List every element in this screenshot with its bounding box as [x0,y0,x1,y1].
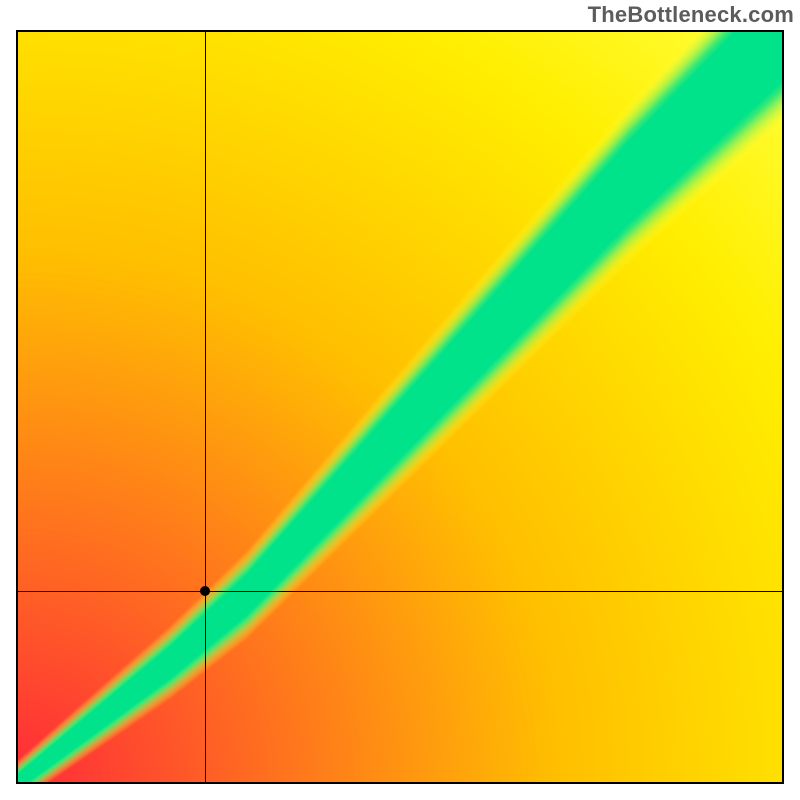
heatmap-canvas [18,32,782,782]
chart-container: TheBottleneck.com [0,0,800,800]
heatmap-canvas-wrap [18,32,782,782]
plot-frame [16,30,784,784]
crosshair-vertical [205,32,206,782]
crosshair-dot [200,586,210,596]
crosshair-horizontal [18,591,782,592]
attribution-text: TheBottleneck.com [588,0,800,28]
